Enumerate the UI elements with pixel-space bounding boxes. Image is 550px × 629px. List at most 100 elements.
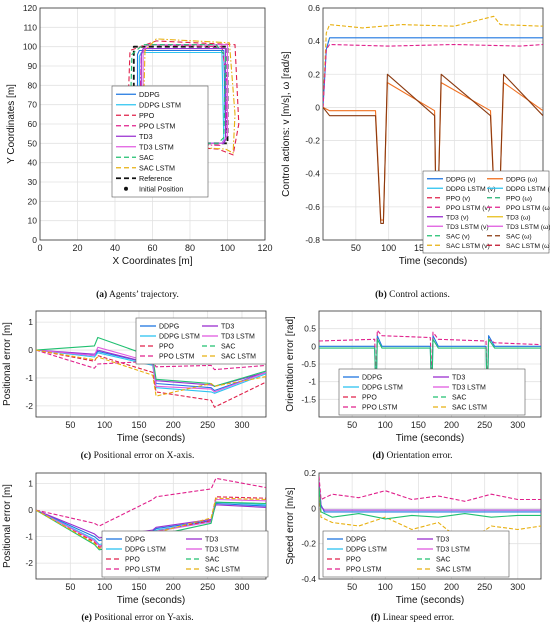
x-tick-label: 150: [411, 420, 426, 430]
y-tick-label: 0: [28, 345, 33, 355]
y-tick-label: 20: [28, 196, 38, 206]
legend-label: TD3: [139, 132, 153, 141]
caption-e: (e) Positional error on Y-axis.: [0, 613, 275, 623]
x-axis-label-f: Time (seconds): [396, 595, 465, 606]
series-line-ppo-lstm: [319, 476, 541, 502]
legend-label: PPO: [346, 557, 361, 564]
y-tick-label: -0.4: [305, 169, 320, 179]
x-tick-label: 150: [414, 243, 429, 253]
y-tick-label: 100: [23, 42, 37, 52]
y-axis-label-f: Speed error [m/s]: [285, 487, 296, 564]
series-line-reference: [132, 45, 229, 145]
y-tick-label: -1: [308, 377, 316, 387]
x-tick-label: 0: [37, 243, 42, 253]
y-axis-label-e: Positional error [m]: [2, 484, 13, 568]
y-tick-label: -2: [25, 558, 33, 568]
x-tick-label: 200: [444, 582, 459, 592]
series-line-sac: [36, 336, 266, 387]
legend-label: Initial Position: [139, 184, 183, 193]
legend-label: TD3: [452, 375, 465, 382]
y-tick-label: 30: [28, 177, 38, 187]
x-tick-label: 50: [65, 420, 75, 430]
x-axis-label-d: Time (seconds): [396, 433, 465, 444]
x-tick-label: 100: [220, 243, 235, 253]
legend-label: SAC: [221, 344, 235, 351]
x-tick-label: 300: [510, 420, 525, 430]
series-line-sac-lstm-v: [323, 15, 543, 108]
x-tick-label: 250: [477, 582, 492, 592]
caption-c-tag: (c): [80, 451, 92, 461]
chart-b: 50100150200250300-0.8-0.6-0.4-0.200.20.4…: [281, 3, 550, 267]
legend-label: DDPG: [139, 90, 160, 99]
legend-label: PPO: [159, 344, 174, 351]
series-group-f: [319, 476, 541, 545]
legend-label: SAC: [139, 153, 154, 162]
y-tick-label: 0: [311, 503, 316, 513]
y-tick-label: -0.4: [301, 574, 316, 584]
panel-f: 50 100 150 200 250 300 -0.4 -0.2 0 0.2 Time (secon…: [275, 467, 550, 629]
series-line-ddpg-v: [323, 37, 543, 108]
legend-label: TD3 (v): [446, 214, 469, 221]
y-tick-label: 110: [23, 22, 37, 32]
legend-label: DDPG (v): [446, 176, 475, 183]
legend-label: PPO LSTM: [346, 567, 382, 574]
x-tick-label: 100: [97, 582, 112, 592]
legend-label: DDPG: [346, 537, 366, 544]
caption-b-text: Control actions.: [389, 290, 450, 300]
caption-b: (b) Control actions.: [275, 290, 550, 300]
legend-label: DDPG LSTM: [346, 547, 387, 554]
legend-label: SAC LSTM: [139, 163, 175, 172]
panel-c: 50 100 150 200 250 300 -2 -1 0 1 Time (seconds) Pos…: [0, 305, 275, 465]
series-line-sac-lstm: [36, 497, 266, 550]
legend-label: SAC LSTM: [452, 405, 487, 412]
legend-box: [101, 530, 269, 578]
legend-c: DDPG TD3 DDPG LSTM TD3 LSTM PPO SAC PPO LSTM SA…: [135, 317, 267, 365]
series-line-sac-lstm: [133, 38, 236, 154]
legend-label: SAC: [205, 557, 219, 564]
axes-frame-a: [39, 7, 266, 241]
x-tick-label: 200: [166, 582, 181, 592]
x-axis-label-c: Time (seconds): [117, 433, 186, 444]
y-tick-label: 0: [28, 505, 33, 515]
legend-label: SAC (ω): [506, 233, 532, 240]
caption-f-text: Linear speed error.: [382, 613, 455, 623]
y-tick-label: -0.5: [301, 359, 316, 369]
chart-d: 50 100 150 200 250 300 -1.5 -1 -0.5 0 0.5 Time (sec…: [285, 310, 542, 444]
x-tick-label: 100: [378, 582, 393, 592]
legend-label: SAC LSTM: [221, 354, 256, 361]
legend-label: PPO: [362, 395, 377, 402]
grid-b: [323, 7, 543, 241]
caption-e-tag: (e): [81, 613, 92, 623]
caption-c-text: Positional error on X-axis.: [93, 451, 195, 461]
series-line-ppo-lstm: [36, 349, 266, 371]
legend-label: SAC LSTM (ω): [506, 243, 550, 250]
legend-label: TD3 LSTM: [436, 547, 470, 554]
caption-a-tag: (a): [96, 290, 108, 300]
legend-label: DDPG LSTM (v): [446, 186, 495, 193]
y-tick-label: 1: [28, 479, 33, 489]
legend-label: SAC LSTM (v): [446, 243, 490, 250]
legend-label: PPO LSTM (v): [446, 205, 490, 212]
caption-a: (a) Agents’ trajectory.: [0, 290, 275, 300]
y-tick-label: -0.2: [305, 136, 320, 146]
legend-label: TD3 LSTM (v): [446, 224, 489, 231]
x-axis-label-b: Time (seconds): [399, 256, 468, 267]
legend-d: DDPG TD3 DDPG LSTM TD3 LSTM PPO SAC PPO LSTM SA…: [338, 368, 526, 416]
legend-label: PPO: [125, 557, 140, 564]
legend-label: PPO LSTM: [139, 121, 175, 130]
chart-f: 50 100 150 200 250 300 -0.4 -0.2 0 0.2 Time (secon…: [285, 468, 542, 606]
panel-e: 50 100 150 200 250 300 -2 -1 0 1 Time (seconds) Pos…: [0, 467, 275, 629]
y-tick-label: 120: [23, 3, 37, 13]
legend-label: DDPG: [362, 375, 382, 382]
legend-label: PPO LSTM (ω): [506, 205, 550, 212]
y-axis-label-c: Positional error [m]: [2, 322, 13, 406]
x-tick-label: 200: [444, 420, 459, 430]
y-tick-label: 70: [28, 100, 38, 110]
legend-label: SAC: [436, 557, 450, 564]
y-tick-label: 80: [28, 80, 38, 90]
x-tick-label: 120: [257, 243, 272, 253]
y-tick-label: 0.4: [308, 36, 320, 46]
legend-label: PPO LSTM: [125, 567, 161, 574]
legend-label: TD3 LSTM: [221, 334, 255, 341]
caption-e-text: Positional error on Y-axis.: [94, 613, 194, 623]
